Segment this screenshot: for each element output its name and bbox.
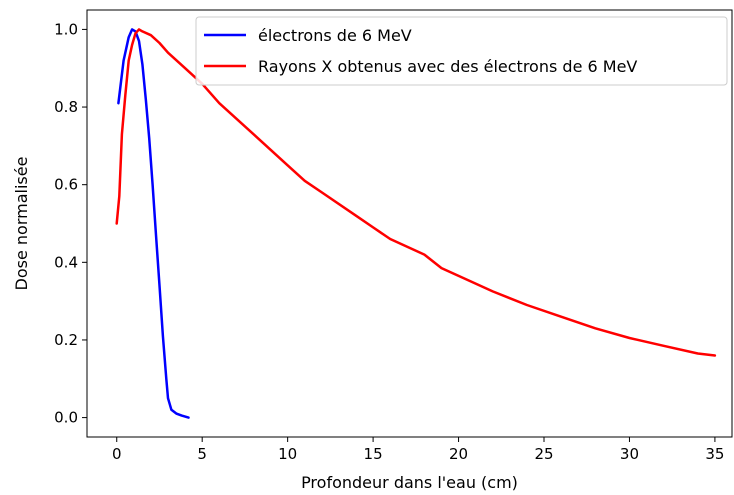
series-line-xrays <box>115 28 717 357</box>
x-tick-label: 10 <box>278 445 297 463</box>
x-tick-label: 30 <box>620 445 639 463</box>
plot-frame <box>86 9 733 438</box>
x-tick-label: 20 <box>449 445 468 463</box>
x-axis-title: Profondeur dans l'eau (cm) <box>301 473 518 492</box>
y-tick-label: 0.2 <box>54 331 78 349</box>
series-layer <box>115 28 717 419</box>
series-line-electrons <box>117 28 190 419</box>
x-tick-label: 0 <box>112 445 122 463</box>
legend-box <box>195 16 728 86</box>
x-tick-label: 15 <box>364 445 383 463</box>
x-tick-label: 35 <box>705 445 724 463</box>
x-tick-label: 5 <box>197 445 207 463</box>
legend-label-electrons: électrons de 6 MeV <box>258 26 412 45</box>
y-tick-label: 0.0 <box>54 409 78 427</box>
x-tick-label: 25 <box>534 445 553 463</box>
legend-label-xrays: Rayons X obtenus avec des électrons de 6… <box>258 57 637 76</box>
legend: électrons de 6 MeV Rayons X obtenus avec… <box>195 16 728 86</box>
y-axis-title: Dose normalisée <box>12 157 31 291</box>
y-tick-label: 0.4 <box>54 253 78 271</box>
y-tick-label: 0.6 <box>54 176 78 194</box>
y-axis-ticks: 0.0 0.2 0.4 0.6 0.8 1.0 <box>54 20 87 427</box>
y-tick-label: 1.0 <box>54 20 78 38</box>
y-tick-label: 0.8 <box>54 98 78 116</box>
x-axis-ticks: 0 5 10 15 20 25 30 35 <box>112 437 724 463</box>
